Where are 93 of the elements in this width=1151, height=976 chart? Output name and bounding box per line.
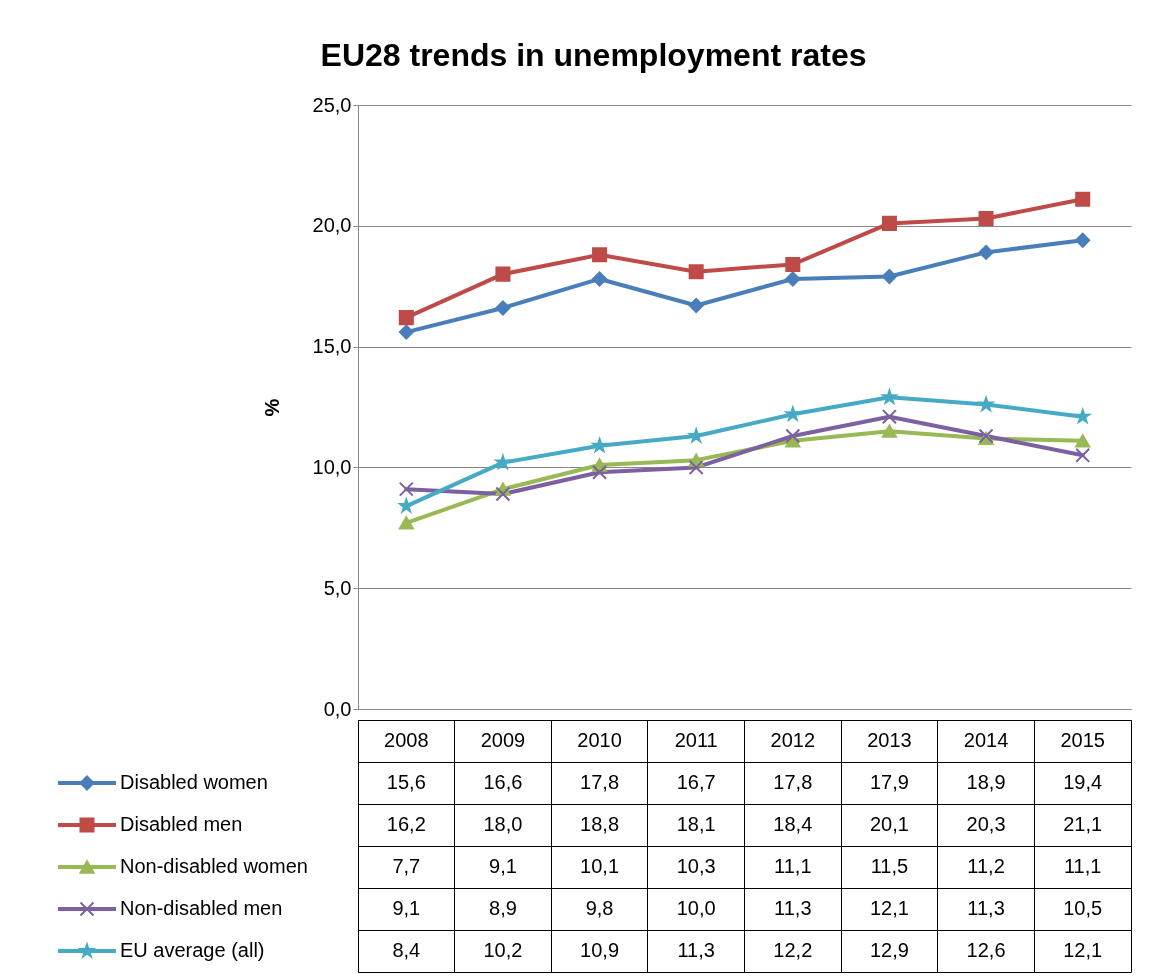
data-label: 10,0 <box>676 897 716 919</box>
data-label: 19,4 <box>1063 771 1103 793</box>
x-tick-label: 2009 <box>480 729 526 751</box>
data-label: 12,1 <box>869 897 909 919</box>
x-tick-label: 2013 <box>867 729 912 751</box>
data-label: 20,1 <box>869 813 909 835</box>
data-label: 17,8 <box>773 771 813 793</box>
legend-label: Disabled women <box>120 771 268 793</box>
data-label: 9,1 <box>392 897 421 919</box>
data-label: 8,4 <box>392 939 421 961</box>
data-label: 15,6 <box>386 771 426 793</box>
point <box>785 271 801 287</box>
data-label: 7,7 <box>392 855 421 877</box>
point <box>688 428 704 443</box>
point <box>880 387 899 406</box>
y-tick-label: 15,0 <box>312 335 352 358</box>
point <box>688 298 704 314</box>
point <box>881 269 897 285</box>
point <box>1075 191 1091 207</box>
legend-label: EU average (all) <box>120 939 265 961</box>
data-label: 16,6 <box>483 771 523 793</box>
data-label: 12,9 <box>869 939 909 961</box>
x-tick-label: 2011 <box>674 729 718 751</box>
y-tick-label: 0,0 <box>323 697 352 720</box>
point <box>592 247 608 263</box>
point <box>397 496 414 514</box>
data-label: 18,4 <box>773 813 813 835</box>
data-label: 10,1 <box>580 855 620 877</box>
point <box>493 453 512 471</box>
x-tick-label: 2014 <box>963 729 1009 751</box>
legend-label: Non-disabled women <box>120 855 308 877</box>
data-label: 9,8 <box>585 897 614 919</box>
x-tick-label: 2015 <box>1060 729 1105 751</box>
data-label: 8,9 <box>489 897 517 919</box>
data-label: 12,1 <box>1063 939 1103 961</box>
point <box>398 516 414 530</box>
data-label: 10,5 <box>1063 897 1103 919</box>
point <box>881 424 897 438</box>
point <box>688 264 704 280</box>
data-label: 16,2 <box>386 813 426 835</box>
point <box>495 266 511 282</box>
data-label: 16,7 <box>676 771 716 793</box>
point <box>1075 232 1091 248</box>
y-tick-label: 20,0 <box>312 214 352 237</box>
data-label: 11,3 <box>677 939 715 961</box>
data-label: 11,5 <box>870 855 909 877</box>
data-label: 20,3 <box>966 813 1006 835</box>
y-tick-label: 10,0 <box>312 455 352 478</box>
point <box>785 256 801 272</box>
y-tick-label: 5,0 <box>323 576 352 599</box>
data-label: 9,1 <box>489 855 517 877</box>
y-tick-label: 25,0 <box>312 93 352 116</box>
data-label: 12,6 <box>966 939 1006 961</box>
data-label: 21,1 <box>1063 813 1103 835</box>
point <box>785 428 801 444</box>
data-label: 18,0 <box>483 813 523 835</box>
point <box>398 481 414 497</box>
data-label: 10,3 <box>676 855 716 877</box>
data-label: 17,9 <box>869 771 909 793</box>
data-label: 11,2 <box>967 855 1005 877</box>
data-label: 18,9 <box>966 771 1006 793</box>
data-label: 10,9 <box>580 939 620 961</box>
chart-title: EU28 trends in unemployment rates <box>320 37 867 73</box>
point <box>1075 434 1091 448</box>
point <box>592 464 608 480</box>
point <box>978 244 994 260</box>
point <box>398 324 414 340</box>
x-tick-label: 2010 <box>577 729 622 751</box>
point <box>688 459 704 475</box>
point <box>783 404 801 423</box>
x-tick-label: 2008 <box>384 729 429 751</box>
point <box>495 300 511 316</box>
legend-label: Disabled men <box>120 813 243 835</box>
data-label: 18,1 <box>676 813 716 835</box>
point <box>881 215 897 231</box>
point <box>398 310 414 326</box>
point <box>977 395 996 413</box>
point <box>592 271 608 287</box>
data-label: 12,2 <box>773 939 813 961</box>
data-label: 17,8 <box>580 771 620 793</box>
point <box>495 486 511 502</box>
data-label: 10,2 <box>483 939 523 961</box>
y-axis-title: % <box>260 398 283 417</box>
data-label: 11,1 <box>1063 855 1102 877</box>
x-tick-label: 2012 <box>770 729 816 751</box>
point <box>1075 447 1091 463</box>
data-label: 18,8 <box>580 813 620 835</box>
point <box>978 211 994 227</box>
data-label: 11,1 <box>774 855 812 877</box>
legend-label: Non-disabled men <box>120 897 283 919</box>
data-label: 11,3 <box>967 897 1005 919</box>
point <box>881 409 897 425</box>
data-label: 11,3 <box>774 897 812 919</box>
